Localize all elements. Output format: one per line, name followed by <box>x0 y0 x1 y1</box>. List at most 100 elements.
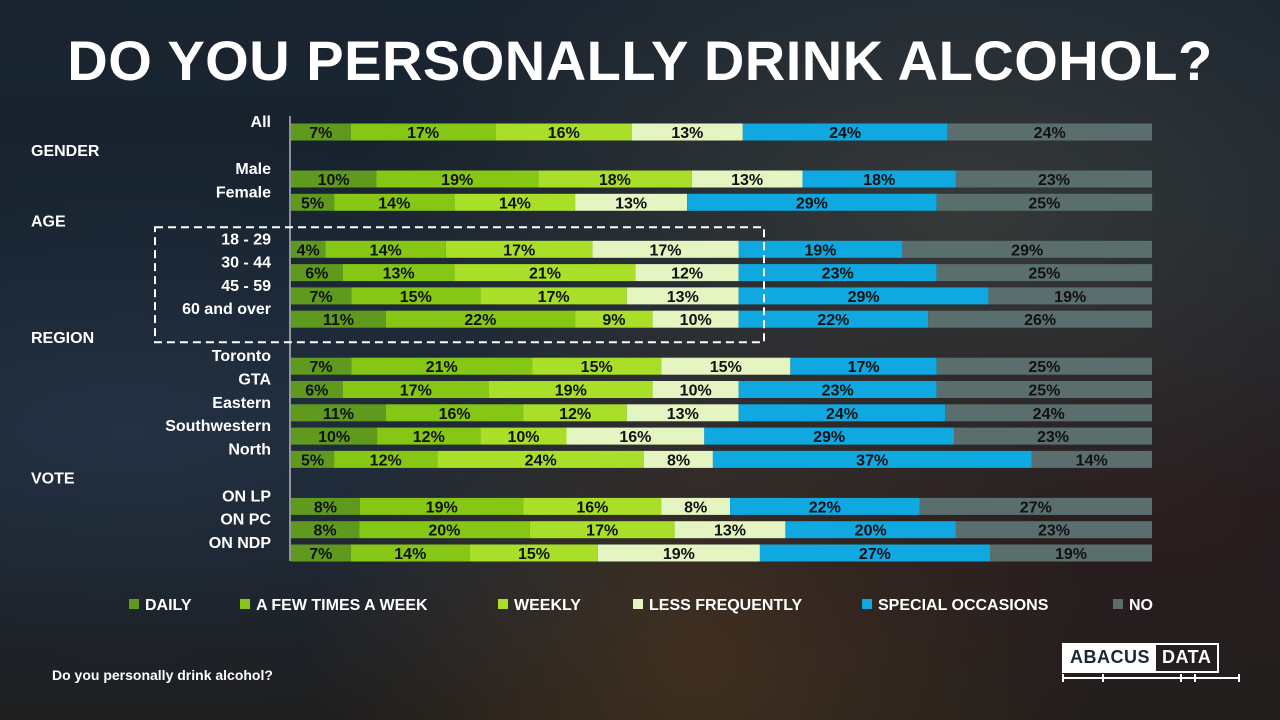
bar-segment-on-pc-less-frequently <box>674 521 786 539</box>
bar-segment-on-pc-special-occasions <box>785 521 956 539</box>
legend-swatch <box>240 599 250 609</box>
data-label-all-0: 7% <box>309 125 332 142</box>
data-label-on-ndp-2: 15% <box>518 546 550 563</box>
bar-segment-eastern-no <box>945 404 1152 422</box>
legend-label: WEEKLY <box>514 597 581 614</box>
section-label-age: AGE <box>31 213 66 230</box>
bar-segment-on-pc-a-few-times-a-week <box>359 521 530 539</box>
bar-segment-toronto-special-occasions <box>790 357 937 375</box>
page-title: DO YOU PERSONALLY DRINK ALCOHOL? <box>67 29 1213 92</box>
row-label-60-and-over: 60 and over <box>182 301 271 318</box>
legend-swatch <box>498 599 508 609</box>
bar-segment-30-44-weekly <box>454 264 636 282</box>
bar-row-male: Male 10% 19% 18% 13% 18% 23% <box>235 161 1152 189</box>
bar-segment-30-44-special-occasions <box>738 264 937 282</box>
bar-segment-45-59-no <box>988 287 1152 305</box>
section-label-gender: GENDER <box>31 143 100 160</box>
data-label-18-29-3: 17% <box>649 242 681 259</box>
data-label-on-pc-5: 23% <box>1038 523 1070 540</box>
data-label-southwestern-3: 16% <box>619 429 651 446</box>
bar-segment-toronto-less-frequently <box>661 357 791 375</box>
legend-item-daily: DAILY <box>129 597 192 614</box>
data-label-on-ndp-3: 19% <box>663 546 695 563</box>
bar-segment-female-weekly <box>454 193 576 211</box>
bar-segment-north-less-frequently <box>644 450 713 468</box>
bar-segment-30-44-no <box>936 264 1153 282</box>
row-label-all: All <box>251 114 271 131</box>
data-label-southwestern-5: 23% <box>1037 429 1069 446</box>
bar-segment-eastern-a-few-times-a-week <box>385 404 524 422</box>
age-highlight-box <box>154 226 765 344</box>
bar-row-gta: GTA 6% 17% 19% 10% 23% 25% <box>238 372 1152 400</box>
data-label-gta-3: 10% <box>680 383 712 400</box>
data-label-toronto-0: 7% <box>310 359 333 376</box>
bar-segment-all-daily <box>291 123 351 141</box>
data-label-female-0: 5% <box>301 195 324 212</box>
bar-segment-30-44-a-few-times-a-week <box>342 264 455 282</box>
bar-segment-on-lp-less-frequently <box>661 497 731 515</box>
row-label-toronto: Toronto <box>212 348 271 365</box>
legend-swatch <box>633 599 643 609</box>
row-label-southwestern: Southwestern <box>165 418 271 435</box>
bar-segment-18-29-daily <box>291 240 326 258</box>
data-label-gta-0: 6% <box>305 383 328 400</box>
section-label-region: REGION <box>31 330 94 347</box>
bar-segment-male-special-occasions <box>802 170 956 188</box>
row-label-on-pc: ON PC <box>220 512 271 529</box>
bar-segment-30-44-less-frequently <box>635 264 739 282</box>
bar-row-southwestern: Southwestern 10% 12% 10% 16% 29% 23% <box>165 418 1152 446</box>
bar-segment-30-44-daily <box>291 264 343 282</box>
data-label-30-44-5: 25% <box>1028 266 1060 283</box>
bar-row-toronto: Toronto 7% 21% 15% 15% 17% 25% <box>212 348 1152 376</box>
bar-segment-60-and-over-no <box>928 310 1152 328</box>
data-label-45-59-0: 7% <box>310 289 333 306</box>
data-label-45-59-1: 15% <box>400 289 432 306</box>
data-label-on-lp-5: 27% <box>1020 499 1052 516</box>
row-label-30-44: 30 - 44 <box>221 255 271 272</box>
data-label-north-5: 14% <box>1076 452 1108 469</box>
bar-segment-male-weekly <box>538 170 692 188</box>
data-label-north-2: 24% <box>525 452 557 469</box>
bar-segment-45-59-special-occasions <box>738 287 989 305</box>
data-label-18-29-4: 19% <box>804 242 836 259</box>
data-label-18-29-0: 4% <box>297 242 320 259</box>
bar-segment-north-daily <box>291 450 334 468</box>
data-label-30-44-0: 6% <box>305 266 328 283</box>
data-label-on-pc-1: 20% <box>428 523 460 540</box>
bar-segment-male-daily <box>291 170 377 188</box>
data-label-on-lp-1: 19% <box>426 499 458 516</box>
bar-row-60-and-over: 60 and over 11% 22% 9% 10% 22% 26% <box>182 301 1152 329</box>
legend-item-a-few-times-a-week: A FEW TIMES A WEEK <box>240 597 428 614</box>
data-label-male-4: 18% <box>863 172 895 189</box>
data-label-eastern-0: 11% <box>323 406 354 423</box>
bar-segment-all-less-frequently <box>632 123 743 141</box>
bar-segment-eastern-less-frequently <box>626 404 739 422</box>
bar-segment-eastern-daily <box>291 404 386 422</box>
data-label-male-0: 10% <box>318 172 350 189</box>
data-label-45-59-4: 29% <box>848 289 880 306</box>
bar-segment-male-less-frequently <box>691 170 803 188</box>
legend-label: NO <box>1129 597 1153 614</box>
data-label-north-3: 8% <box>667 452 690 469</box>
data-label-60-and-over-1: 22% <box>464 312 496 329</box>
bar-segment-gta-weekly <box>489 381 653 398</box>
bar-segment-toronto-a-few-times-a-week <box>351 357 533 375</box>
data-label-60-and-over-4: 22% <box>817 312 849 329</box>
bar-segment-toronto-weekly <box>532 357 662 375</box>
bar-segment-on-lp-a-few-times-a-week <box>359 497 524 515</box>
bar-segment-all-special-occasions <box>742 123 948 141</box>
bar-segment-45-59-daily <box>291 287 352 305</box>
bar-segment-north-a-few-times-a-week <box>334 450 438 468</box>
data-label-male-3: 13% <box>731 172 763 189</box>
bar-segment-18-29-a-few-times-a-week <box>325 240 446 258</box>
data-label-30-44-1: 13% <box>383 266 415 283</box>
bar-row-45-59: 45 - 59 7% 15% 17% 13% 29% 19% <box>221 278 1152 306</box>
footnote: Do you personally drink alcohol? <box>52 667 273 683</box>
bar-row-on-lp: ON LP 8% 19% 16% 8% 22% 27% <box>222 488 1152 516</box>
bar-segment-eastern-special-occasions <box>738 404 946 422</box>
bar-segment-on-lp-weekly <box>523 497 662 515</box>
data-label-male-1: 19% <box>441 172 473 189</box>
data-label-18-29-2: 17% <box>503 242 535 259</box>
data-label-on-pc-4: 20% <box>855 523 887 540</box>
row-label-gta: GTA <box>238 372 271 389</box>
